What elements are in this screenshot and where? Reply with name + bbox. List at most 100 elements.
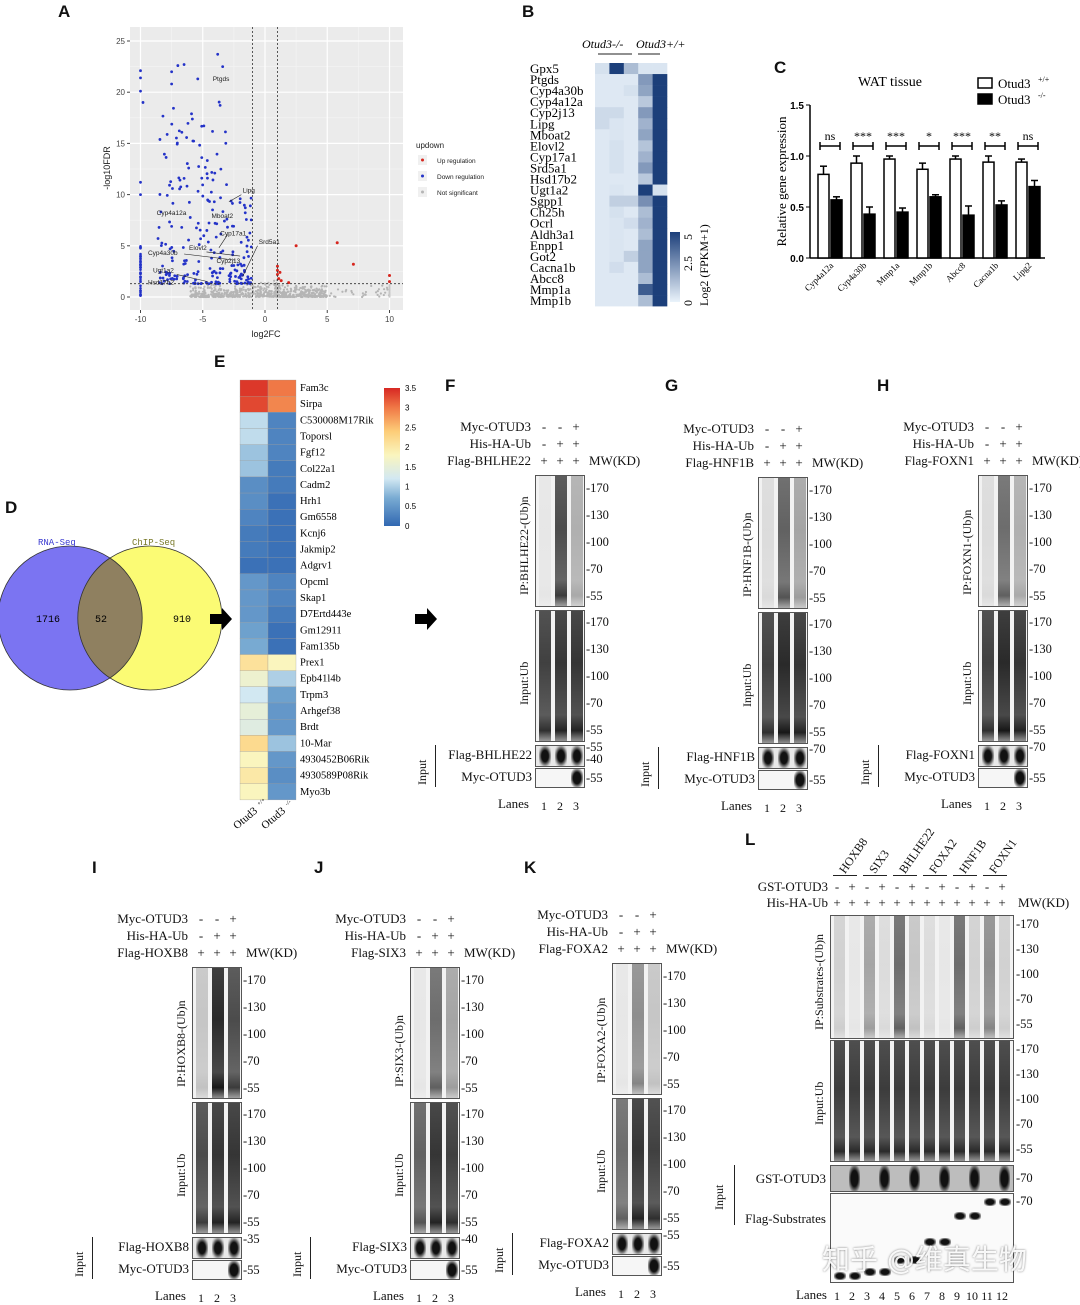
volcano-point-ns (262, 292, 265, 295)
gene-label: Ugt1a2 (153, 267, 174, 274)
mw-header: MW(KD) (1032, 453, 1080, 468)
substrate-band (879, 1268, 891, 1276)
condition-sign: + (878, 895, 886, 910)
flag-blot (410, 1237, 460, 1259)
substrate-band (969, 1212, 981, 1220)
volcano-point-down (243, 281, 247, 285)
gene-label: Elovl2 (189, 245, 207, 252)
blot-lane (999, 1041, 1010, 1161)
substrate-band (984, 1198, 996, 1206)
gene-label: Mboat2 (211, 213, 233, 220)
heatmap-cell (239, 767, 269, 784)
heatmap-cell (623, 162, 639, 174)
volcano-point-down (208, 267, 212, 270)
heatmap-cell (623, 74, 639, 86)
volcano-point-ns (204, 292, 207, 295)
volcano-point-down (141, 101, 145, 104)
lane-number: 6 (909, 1289, 915, 1303)
mw-header: MW(KD) (589, 453, 641, 468)
lanes-label: Lanes (574, 1284, 606, 1299)
heatmap-cell (609, 151, 625, 163)
mw-marker: -70 (663, 1050, 680, 1064)
volcano-point-down (224, 141, 228, 145)
condition-sign: + (763, 455, 771, 470)
blot-lane (864, 916, 875, 1038)
watermark: 知乎 @维真生物 (822, 1243, 1027, 1276)
volcano-point-down (245, 278, 248, 282)
volcano-point-down (219, 251, 223, 254)
mw-marker: -100 (461, 1027, 484, 1041)
volcano-point-ns (202, 287, 205, 290)
blot-lane (414, 968, 426, 1098)
y-axis-label: -log10FDR (102, 146, 112, 190)
volcano-point-down (139, 254, 142, 258)
volcano-point-ns (325, 285, 328, 288)
mw-marker: -55 (809, 591, 826, 605)
heatmap-cell (623, 239, 639, 252)
lane-number: 3 (1016, 799, 1022, 813)
gene-row-label: Gpx5 (530, 61, 559, 76)
volcano-point-ns (248, 293, 251, 296)
legend-title: updown (416, 141, 444, 150)
volcano-point-down (175, 142, 179, 146)
volcano-point-down (233, 268, 237, 272)
panel-label-l: L (745, 830, 756, 849)
blot-lane (212, 1261, 224, 1279)
mw-marker: -100 (663, 1157, 686, 1171)
heatmap-cell (638, 85, 653, 97)
volcano-point-ns (251, 285, 255, 288)
condition-sign: - (541, 436, 547, 451)
lane-number: 3 (650, 1287, 656, 1301)
volcano-point-ns (210, 293, 213, 296)
volcano-point-down (226, 225, 229, 229)
heatmap-cell (267, 686, 297, 704)
myc-blot (612, 1256, 662, 1276)
mw-marker: -70 (243, 1188, 260, 1202)
heatmap-cell (239, 783, 269, 801)
volcano-point-ns (222, 295, 225, 298)
arrow-shape (415, 608, 437, 630)
ip-blot (758, 477, 808, 609)
volcano-point-up (335, 241, 339, 245)
volcano-point-down (139, 193, 142, 197)
volcano-point-down (218, 271, 222, 275)
volcano-point-ns (293, 286, 296, 289)
volcano-point-ns (270, 292, 273, 295)
gene-row-label: 10-Mar (300, 738, 332, 749)
volcano-point-down (198, 228, 202, 232)
blot-lane (555, 476, 567, 606)
volcano-point-ns (319, 295, 322, 299)
ip-label: IP:FOXN1-(Ub)n (960, 509, 974, 595)
substrate-label: HOXB8 (836, 835, 871, 877)
flag-blot (192, 1237, 242, 1259)
volcano-point-down (249, 245, 253, 249)
venn-diagram: RNA-Seq ChIP-Seq 1716 52 910 (0, 538, 223, 691)
mw-marker: -70 (1016, 1171, 1033, 1185)
mw-marker: -70 (1029, 696, 1046, 710)
volcano-point-ns (240, 287, 243, 290)
volcano-point-ns (201, 292, 205, 295)
condition-sign: + (229, 928, 237, 943)
heatmap-cell (267, 557, 297, 574)
mw-marker: -55 (243, 1215, 260, 1229)
blot-lane (430, 1103, 442, 1233)
y-axis-label: Relative gene expression (774, 116, 789, 246)
condition-label: Flag-BHLHE22 (447, 453, 531, 468)
heatmap-cell (595, 250, 610, 263)
bar (995, 204, 1008, 259)
blot-lane (909, 916, 920, 1038)
volcano-point-ns (282, 288, 285, 291)
bar (929, 196, 942, 259)
heatmap-cell (609, 129, 625, 141)
heatmap-cell (239, 654, 269, 671)
volcano-point-down (139, 271, 142, 275)
blot-lane (648, 1257, 660, 1275)
blot-lane (924, 916, 935, 1038)
condition-label: Flag-HNF1B (685, 455, 754, 470)
blot-lane (924, 1166, 935, 1191)
volcano-point-down (202, 234, 206, 238)
input-row-label: Myc-OTUD3 (461, 769, 532, 784)
volcano-point-down (217, 100, 221, 104)
substrate-band (849, 1272, 861, 1280)
volcano-point-ns (213, 286, 216, 289)
